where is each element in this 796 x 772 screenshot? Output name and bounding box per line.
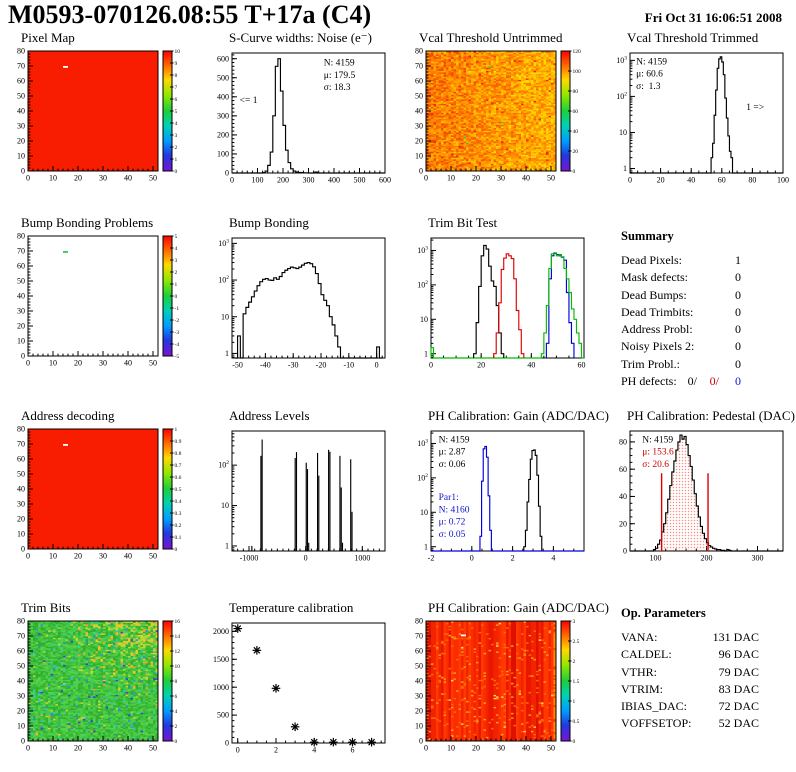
temp-cal-cell: Temperature calibration — [199, 600, 398, 772]
summary-row-dead-trimbits: Dead Trimbits: 0 — [621, 304, 741, 319]
ph-gain-map-plot — [398, 615, 597, 772]
vcal-untrimmed-plot — [398, 45, 597, 205]
chart-title-pixel-map: Pixel Map — [21, 30, 75, 45]
trim-bit-test-plot — [398, 230, 597, 390]
op-parameters-block: Op. Parameters VANA: 131 DAC CALDEL: 96 DA… — [597, 600, 796, 733]
op-row-vana: VANA: 131 DAC — [621, 630, 759, 644]
ph-defects-value-blue: 0 — [735, 374, 741, 389]
ph-gain-hist-plot — [398, 423, 597, 583]
chart-title-vcal-untrimmed: Vcal Threshold Untrimmed — [419, 30, 563, 45]
summary-row-dead-bumps: Dead Bumps: 0 — [621, 287, 741, 302]
chart-title-trim-bits: Trim Bits — [21, 600, 71, 615]
pixel-map-plot — [0, 45, 199, 205]
summary-row-ph-defects: PH defects: 0/ 0/ 0 — [621, 373, 741, 390]
chart-title-addr-decoding: Address decoding — [21, 408, 115, 423]
chart-title-bump-problems: Bump Bonding Problems — [21, 215, 154, 230]
op-row-caldel: CALDEL: 96 DAC — [621, 647, 759, 662]
chart-title-ph-pedestal: PH Calibration: Pedestal (DAC) — [627, 408, 795, 423]
ph-defects-value-red: 0/ — [709, 374, 719, 389]
op-row-vtrim: VTRIM: 83 DAC — [621, 681, 759, 696]
summary-row-dead-pixels: Dead Pixels: 1 — [621, 253, 741, 267]
op-row-ibias: IBIAS_DAC: 72 DAC — [621, 699, 759, 714]
summary-row-mask-defects: Mask defects: 0 — [621, 270, 741, 285]
op-parameters-cell: Op. Parameters VANA: 131 DAC CALDEL: 96 DA… — [597, 600, 796, 772]
chart-title-scurve: S-Curve widths: Noise (e⁻) — [229, 30, 372, 45]
ph-gain-hist-cell: PH Calibration: Gain (ADC/DAC) — [398, 408, 609, 583]
ph-pedestal-cell: PH Calibration: Pedestal (DAC) — [597, 408, 796, 583]
bump-bonding-cell: Bump Bonding — [199, 215, 398, 390]
chart-title-ph-gain-hist: PH Calibration: Gain (ADC/DAC) — [428, 408, 609, 423]
bump-problems-cell: Bump Bonding Problems — [0, 215, 199, 390]
bump-bonding-plot — [199, 230, 398, 390]
summary-cell: Summary Dead Pixels: 1 Mask defects: 0 Dea… — [597, 215, 796, 390]
vcal-trimmed-cell: Vcal Threshold Trimmed — [597, 30, 796, 205]
timestamp: Fri Oct 31 16:06:51 2008 — [644, 10, 782, 25]
scurve-plot — [199, 45, 398, 205]
op-row-vthr: VTHR: 79 DAC — [621, 664, 759, 679]
ph-gain-map-cell: PH Calibration: Gain (ADC/DAC) — [398, 600, 609, 772]
pixel-map-cell: Pixel Map — [0, 30, 199, 205]
chart-title-trim-bit-test: Trim Bit Test — [428, 215, 498, 230]
vcal-trimmed-plot — [597, 45, 796, 205]
trim-bits-cell: Trim Bits — [0, 600, 199, 772]
trim-bits-plot — [0, 615, 199, 772]
chart-title-vcal-trimmed: Vcal Threshold Trimmed — [627, 30, 759, 45]
summary-title: Summary — [621, 229, 674, 243]
trim-bit-test-cell: Trim Bit Test — [398, 215, 597, 390]
summary-row-address-probl: Address Probl: 0 — [621, 322, 741, 337]
ph-defects-value-black: 0/ — [687, 374, 697, 389]
chart-title-addr-levels: Address Levels — [229, 408, 310, 423]
chart-title-temp-cal: Temperature calibration — [229, 600, 354, 615]
temp-cal-plot — [199, 615, 398, 772]
bump-problems-plot — [0, 230, 199, 390]
summary-row-noisy-pixels: Noisy Pixels 2: 0 — [621, 339, 741, 354]
op-parameters-title: Op. Parameters — [621, 606, 706, 620]
scurve-cell: S-Curve widths: Noise (e⁻) — [199, 30, 398, 205]
ph-defects-values: 0/ 0/ 0 — [678, 373, 741, 390]
summary-block: Summary Dead Pixels: 1 Mask defects: 0 Dea… — [597, 215, 796, 390]
page-title: M0593-070126.08:55 T+17a (C4) — [8, 0, 372, 29]
chart-title-bump-bonding: Bump Bonding — [229, 215, 309, 230]
addr-decoding-cell: Address decoding — [0, 408, 199, 583]
vcal-untrimmed-cell: Vcal Threshold Untrimmed — [398, 30, 597, 205]
ph-pedestal-plot — [597, 423, 796, 583]
chart-title-ph-gain-map: PH Calibration: Gain (ADC/DAC) — [428, 600, 609, 615]
addr-decoding-plot — [0, 423, 199, 583]
op-row-voffsetop: VOFFSETOP: 52 DAC — [621, 716, 759, 731]
addr-levels-cell: Address Levels — [199, 408, 398, 583]
summary-row-trim-probl: Trim Probl.: 0 — [621, 356, 741, 371]
addr-levels-plot — [199, 423, 398, 583]
